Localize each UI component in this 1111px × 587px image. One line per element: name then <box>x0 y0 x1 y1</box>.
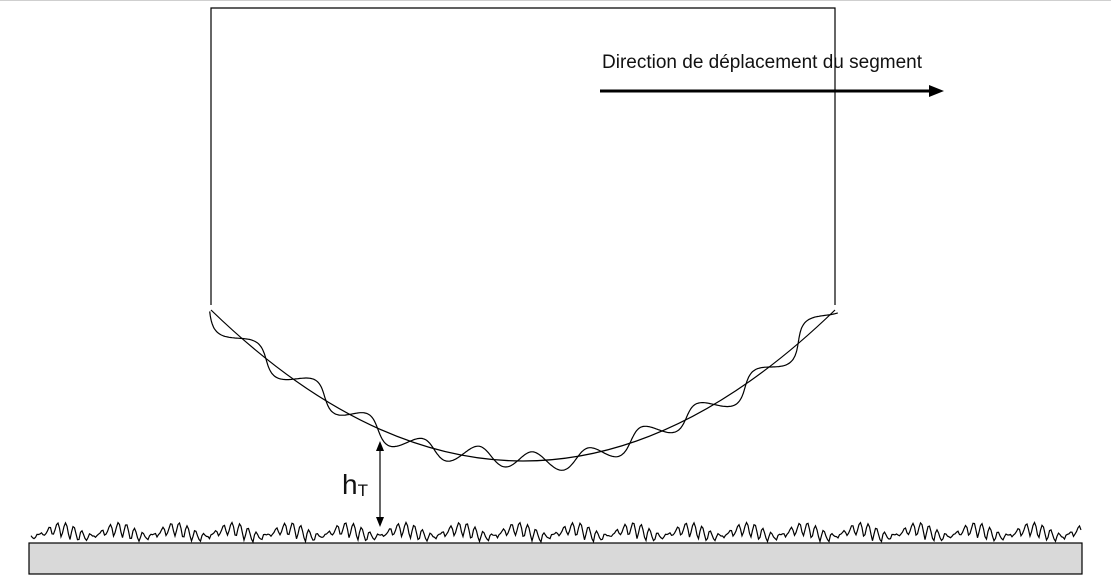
bottom-surface-roughness <box>30 521 1082 544</box>
segment-body-outline <box>210 7 836 305</box>
direction-label: Direction de déplacement du segment <box>602 52 923 73</box>
gap-arrow-head-top <box>376 441 384 451</box>
gap-label-main: h <box>342 469 358 500</box>
bottom-surface-block <box>28 542 1083 575</box>
direction-arrow-head <box>929 85 944 97</box>
gap-label: hT <box>342 469 368 500</box>
gap-label-sub: T <box>358 481 368 500</box>
page-top-border <box>0 0 1111 1</box>
segment-face-arc <box>210 309 836 462</box>
gap-arrow-head-bottom <box>376 517 384 527</box>
segment-face-roughness <box>209 311 838 471</box>
